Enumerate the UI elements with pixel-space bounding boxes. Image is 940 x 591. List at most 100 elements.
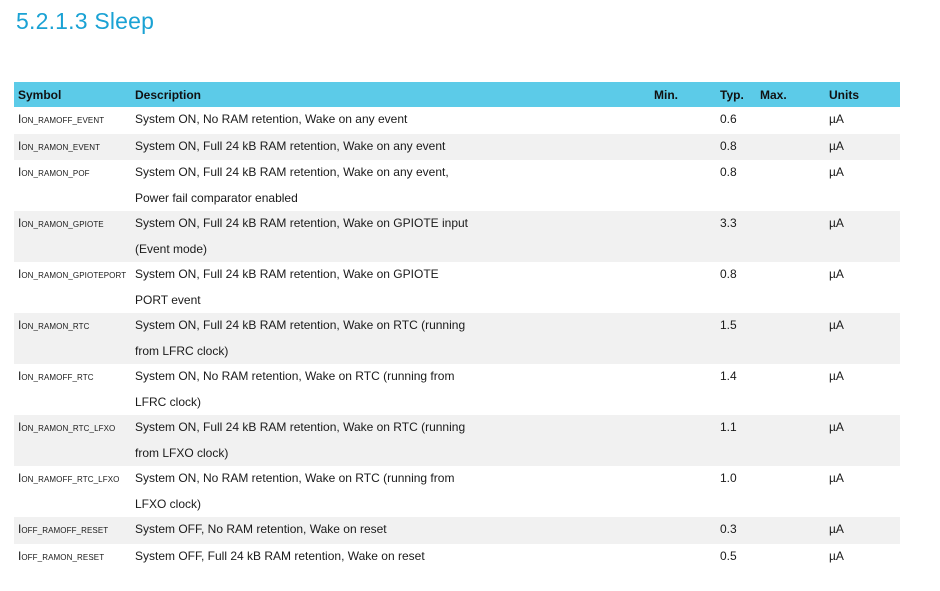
symbol-subscript: ON_RAMON_EVENT [21, 142, 101, 152]
max-cell [754, 466, 809, 517]
header-row: Symbol Description Min. Typ. Max. Units [14, 82, 900, 107]
units-cell: µA [829, 369, 844, 383]
max-cell [754, 313, 809, 364]
symbol-cell: ION_RAMON_EVENT [14, 133, 131, 160]
description-cell: System ON, Full 24 kB RAM retention, Wak… [131, 313, 601, 364]
description-cell: System OFF, No RAM retention, Wake on re… [131, 517, 601, 544]
description-cell: System ON, Full 24 kB RAM retention, Wak… [131, 415, 601, 466]
description-line: System ON, Full 24 kB RAM retention, Wak… [135, 165, 449, 179]
header-typ: Typ. [696, 82, 754, 107]
typ-cell: 0.8 [720, 165, 737, 179]
description-cell: System ON, Full 24 kB RAM retention, Wak… [131, 160, 601, 211]
symbol-subscript: ON_RAMON_RTC [21, 322, 90, 331]
symbol-cell: ION_RAMON_GPIOTE [14, 211, 131, 262]
units-cell: µA [829, 112, 844, 126]
table-row: ION_RAMOFF_RTC System ON, No RAM retentio… [14, 364, 900, 415]
description-line: System ON, No RAM retention, Wake on RTC… [135, 471, 455, 485]
table-row: ION_RAMON_GPIOTEPORT System ON, Full 24 k… [14, 262, 900, 313]
header-min: Min. [601, 82, 696, 107]
max-cell [754, 160, 809, 211]
symbol-cell: ION_RAMON_GPIOTEPORT [14, 262, 131, 313]
units-cell: µA [809, 133, 900, 160]
table-row: ION_RAMOFF_EVENT System ON, No RAM retent… [14, 107, 900, 134]
units-cell: µA [829, 165, 844, 179]
symbol-cell: ION_RAMON_POF [14, 160, 131, 211]
symbol-cell: ION_RAMOFF_RTC [14, 364, 131, 415]
typ-cell: 1.4 [720, 369, 737, 383]
max-cell [754, 262, 809, 313]
symbol-main: I [18, 216, 22, 230]
min-cell [601, 262, 696, 313]
description-cell: System ON, No RAM retention, Wake on any… [131, 107, 601, 134]
typ-cell: 1.5 [696, 313, 754, 364]
min-cell [601, 466, 696, 517]
description-line: LFRC clock) [135, 394, 202, 409]
table-row: ION_RAMON_GPIOTE System ON, Full 24 kB RA… [14, 211, 900, 262]
units-cell: µA [809, 415, 900, 466]
symbol-subscript: ON_RAMON_POF [21, 169, 90, 178]
table-body: ION_RAMOFF_EVENT System ON, No RAM retent… [14, 107, 900, 570]
units-cell: µA [809, 211, 900, 262]
units-cell: µA [829, 267, 844, 281]
symbol-main: I [18, 267, 22, 281]
symbol-main: I [18, 548, 22, 563]
min-cell [601, 544, 696, 571]
min-cell [601, 107, 696, 134]
symbol-cell: IOFF_RAMOFF_RESET [14, 517, 131, 544]
max-cell [754, 517, 809, 544]
symbol-subscript: OFF_RAMON_RESET [21, 552, 105, 562]
max-cell [754, 133, 809, 160]
table-row: IOFF_RAMON_RESET System OFF, Full 24 kB R… [14, 544, 900, 571]
units-cell: µA [809, 517, 900, 544]
units-cell: µA [829, 471, 844, 485]
typ-cell: 0.8 [720, 267, 737, 281]
table-row: ION_RAMON_RTC_LFXO System ON, Full 24 kB … [14, 415, 900, 466]
symbol-main: I [18, 471, 22, 485]
min-cell [601, 160, 696, 211]
max-cell [754, 107, 809, 134]
symbol-main: I [18, 165, 22, 179]
sleep-current-table: Symbol Description Min. Typ. Max. Units … [14, 82, 900, 570]
typ-cell: 0.3 [696, 517, 754, 544]
symbol-cell: ION_RAMON_RTC [14, 313, 131, 364]
symbol-cell: ION_RAMON_RTC_LFXO [14, 415, 131, 466]
description-cell: System ON, Full 24 kB RAM retention, Wak… [131, 211, 601, 262]
min-cell [601, 415, 696, 466]
symbol-subscript: ON_RAMOFF_EVENT [21, 116, 105, 125]
min-cell [601, 313, 696, 364]
min-cell [601, 133, 696, 160]
units-cell: µA [809, 313, 900, 364]
symbol-main: I [18, 112, 22, 126]
typ-cell: 1.0 [720, 471, 737, 485]
max-cell [754, 211, 809, 262]
description-line: System OFF, No RAM retention, Wake on re… [135, 522, 387, 536]
description-cell: System ON, No RAM retention, Wake on RTC… [131, 364, 601, 415]
header-symbol: Symbol [14, 82, 131, 107]
symbol-main: I [18, 138, 22, 153]
description-line: System OFF, Full 24 kB RAM retention, Wa… [135, 548, 425, 563]
symbol-subscript: ON_RAMON_GPIOTEPORT [21, 271, 127, 280]
min-cell [601, 517, 696, 544]
table-header: Symbol Description Min. Typ. Max. Units [14, 82, 900, 107]
symbol-main: I [18, 318, 22, 332]
section-title: 5.2.1.3 Sleep [16, 8, 155, 34]
table-row: IOFF_RAMOFF_RESET System OFF, No RAM rete… [14, 517, 900, 544]
description-cell: System ON, Full 24 kB RAM retention, Wak… [131, 133, 601, 160]
table-row: ION_RAMON_EVENT System ON, Full 24 kB RAM… [14, 133, 900, 160]
description-line: System ON, Full 24 kB RAM retention, Wak… [135, 216, 469, 230]
min-cell [601, 211, 696, 262]
typ-cell: 3.3 [696, 211, 754, 262]
symbol-subscript: OFF_RAMOFF_RESET [21, 526, 109, 535]
symbol-main: I [18, 522, 22, 536]
symbol-main: I [18, 369, 22, 383]
description-line: System ON, Full 24 kB RAM retention, Wak… [135, 267, 439, 281]
description-line: (Event mode) [135, 241, 208, 256]
table-row: ION_RAMON_POF System ON, Full 24 kB RAM r… [14, 160, 900, 211]
description-line: from LFRC clock) [135, 343, 229, 358]
units-cell: µA [829, 548, 844, 563]
description-line: System ON, No RAM retention, Wake on any… [135, 112, 408, 126]
typ-cell: 0.5 [720, 548, 737, 563]
symbol-subscript: ON_RAMOFF_RTC [21, 373, 94, 382]
max-cell [754, 415, 809, 466]
symbol-subscript: ON_RAMON_RTC_LFXO [21, 424, 116, 433]
